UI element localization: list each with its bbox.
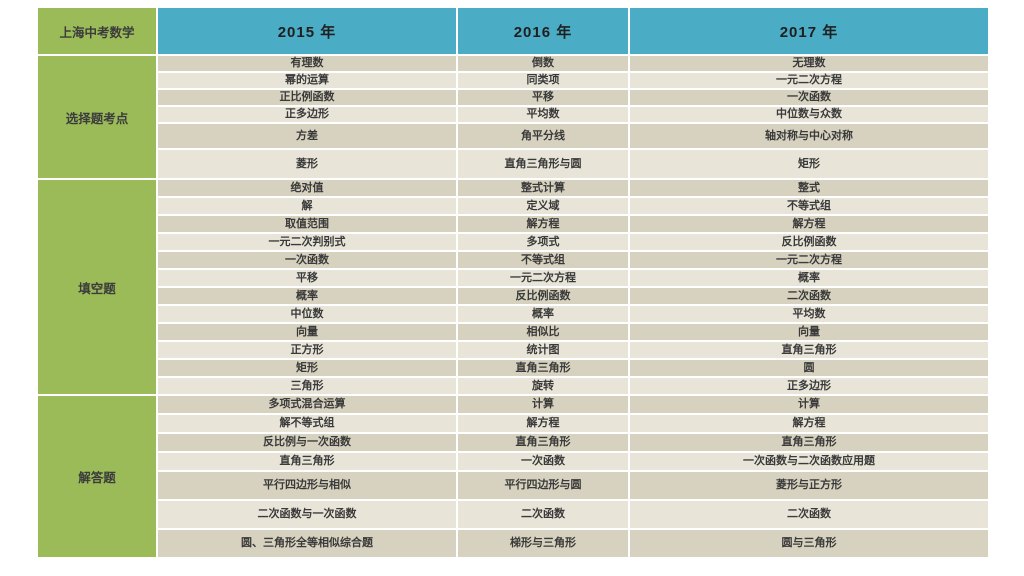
topic-cell: 一元二次方程 — [630, 252, 988, 268]
section-label: 填空题 — [38, 180, 156, 394]
topic-cell: 同类项 — [458, 73, 628, 88]
topic-cell: 无理数 — [630, 56, 988, 71]
topic-cell: 绝对值 — [158, 180, 456, 196]
corner-label: 上海中考数学 — [38, 8, 156, 54]
table-header-row: 上海中考数学 2015 年 2016 年 2017 年 — [38, 8, 988, 54]
topic-cell: 概率 — [158, 288, 456, 304]
topic-cell: 多项式混合运算 — [158, 396, 456, 413]
topic-cell: 正多边形 — [158, 107, 456, 122]
year-header-2017: 2017 年 — [630, 8, 988, 54]
topic-cell: 多项式 — [458, 234, 628, 250]
topic-cell: 角平分线 — [458, 124, 628, 148]
topic-cell: 圆与三角形 — [630, 530, 988, 557]
topic-cell: 直角三角形 — [458, 434, 628, 451]
topic-cell: 二次函数 — [458, 501, 628, 528]
topic-cell: 矩形 — [158, 360, 456, 376]
topic-cell: 平行四边形与圆 — [458, 472, 628, 499]
topic-cell: 正比例函数 — [158, 90, 456, 105]
topic-cell: 一元二次判别式 — [158, 234, 456, 250]
topic-cell: 平移 — [158, 270, 456, 286]
section-free-response: 解答题 多项式混合运算 计算 计算 解不等式组 解方程 解方程 反比例与一次函数 直角三角形 直角… — [38, 396, 988, 557]
topic-cell: 向量 — [630, 324, 988, 340]
topic-cell: 圆、三角形全等相似综合题 — [158, 530, 456, 557]
topic-cell: 反比例函数 — [630, 234, 988, 250]
topic-cell: 中位数与众数 — [630, 107, 988, 122]
topic-cell: 整式计算 — [458, 180, 628, 196]
topic-cell: 二次函数 — [630, 501, 988, 528]
topic-cell: 解方程 — [630, 415, 988, 432]
topic-cell: 反比例与一次函数 — [158, 434, 456, 451]
topic-cell: 解方程 — [630, 216, 988, 232]
topic-cell: 二次函数 — [630, 288, 988, 304]
exam-topics-table: 上海中考数学 2015 年 2016 年 2017 年 选择题考点 有理数 倒数 无理… — [38, 8, 988, 559]
topic-cell: 统计图 — [458, 342, 628, 358]
topic-cell: 解方程 — [458, 415, 628, 432]
topic-cell: 平均数 — [458, 107, 628, 122]
topic-cell: 梯形与三角形 — [458, 530, 628, 557]
topic-cell: 解不等式组 — [158, 415, 456, 432]
topic-cell: 一次函数与二次函数应用题 — [630, 453, 988, 470]
topic-cell: 一元二次方程 — [630, 73, 988, 88]
topic-cell: 不等式组 — [630, 198, 988, 214]
topic-cell: 矩形 — [630, 150, 988, 178]
section-fill-in-blank: 填空题 绝对值 整式计算 整式解定义域 不等式组 取值范围 解方程 解方程 一元二次判别式 多项式… — [38, 180, 988, 394]
topic-cell: 平移 — [458, 90, 628, 105]
topic-cell: 菱形与正方形 — [630, 472, 988, 499]
topic-cell: 正多边形 — [630, 378, 988, 394]
topic-cell: 不等式组 — [458, 252, 628, 268]
topic-cell: 相似比 — [458, 324, 628, 340]
topic-cell: 概率 — [458, 306, 628, 322]
topic-cell: 一元二次方程 — [458, 270, 628, 286]
topic-cell: 三角形 — [158, 378, 456, 394]
topic-cell: 解方程 — [458, 216, 628, 232]
topic-cell: 取值范围 — [158, 216, 456, 232]
topic-cell: 有理数 — [158, 56, 456, 71]
topic-cell: 直角三角形 — [158, 453, 456, 470]
topic-cell: 定义域 — [458, 198, 628, 214]
topic-cell: 概率 — [630, 270, 988, 286]
topic-cell: 二次函数与一次函数 — [158, 501, 456, 528]
section-label: 解答题 — [38, 396, 156, 557]
topic-cell: 计算 — [630, 396, 988, 413]
topic-cell: 直角三角形 — [630, 434, 988, 451]
topic-cell: 幂的运算 — [158, 73, 456, 88]
year-header-2015: 2015 年 — [158, 8, 456, 54]
topic-cell: 直角三角形与圆 — [458, 150, 628, 178]
topic-cell: 直角三角形 — [630, 342, 988, 358]
topic-cell: 计算 — [458, 396, 628, 413]
topic-cell: 直角三角形 — [458, 360, 628, 376]
topic-cell: 向量 — [158, 324, 456, 340]
table-body: 选择题考点 有理数 倒数 无理数 幂的运算 同类项 一元二次方程 正比例函数 平移 一次函数 正多边… — [38, 56, 988, 557]
section-label: 选择题考点 — [38, 56, 156, 178]
topic-cell: 一次函数 — [630, 90, 988, 105]
topic-cell: 一次函数 — [158, 252, 456, 268]
topic-cell: 一次函数 — [458, 453, 628, 470]
topic-cell: 圆 — [630, 360, 988, 376]
topic-cell: 倒数 — [458, 56, 628, 71]
topic-cell: 正方形 — [158, 342, 456, 358]
topic-cell: 方差 — [158, 124, 456, 148]
topic-cell: 旋转 — [458, 378, 628, 394]
topic-cell: 轴对称与中心对称 — [630, 124, 988, 148]
topic-cell: 反比例函数 — [458, 288, 628, 304]
topic-cell: 解 — [158, 198, 456, 214]
topic-cell: 平均数 — [630, 306, 988, 322]
topic-cell: 平行四边形与相似 — [158, 472, 456, 499]
year-header-2016: 2016 年 — [458, 8, 628, 54]
topic-cell: 整式 — [630, 180, 988, 196]
section-multiple-choice: 选择题考点 有理数 倒数 无理数幂的运算 同类项 一元二次方程正比例函数 平移 一次函数正多边… — [38, 56, 988, 178]
topic-cell: 菱形 — [158, 150, 456, 178]
topic-cell: 中位数 — [158, 306, 456, 322]
